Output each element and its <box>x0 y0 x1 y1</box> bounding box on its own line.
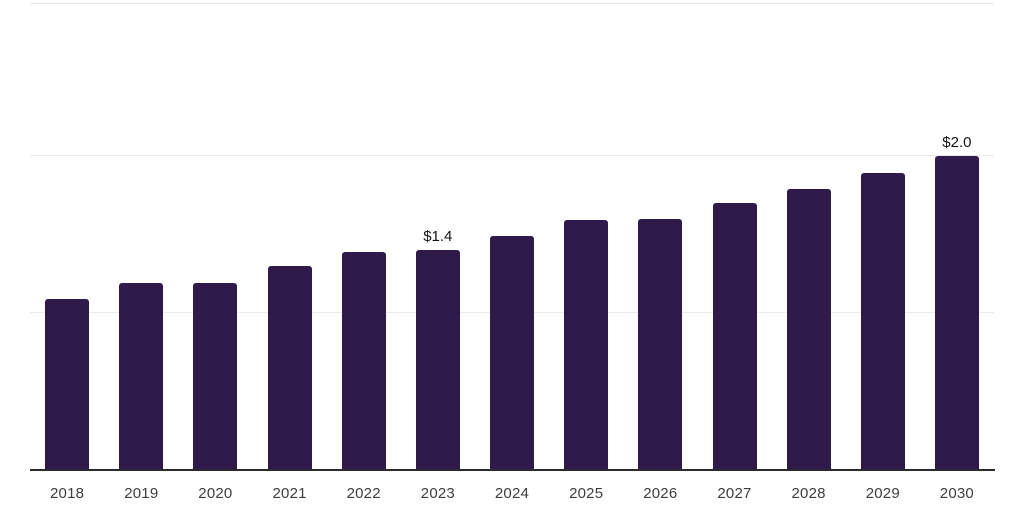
x-tick-label: 2028 <box>791 485 826 502</box>
x-tick-label: 2018 <box>50 485 85 502</box>
bar <box>564 220 609 469</box>
bar <box>860 173 905 469</box>
x-axis-line <box>30 469 995 471</box>
x-tick-label: 2030 <box>939 485 974 502</box>
bar <box>193 283 238 469</box>
bar <box>119 283 164 469</box>
x-tick-label: 2027 <box>717 485 752 502</box>
bar <box>712 203 757 469</box>
bar <box>341 251 386 469</box>
bar <box>638 218 683 469</box>
x-tick-label: 2021 <box>272 485 307 502</box>
x-tick-label: 2029 <box>865 485 900 502</box>
x-tick-label: 2019 <box>124 485 159 502</box>
x-tick-label: 2023 <box>420 485 455 502</box>
value-label: $1.4 <box>423 228 453 246</box>
bar <box>786 189 831 469</box>
x-tick-label: 2026 <box>643 485 678 502</box>
bar <box>415 250 460 469</box>
bar <box>45 298 90 469</box>
bar <box>267 265 312 469</box>
bar <box>934 156 979 469</box>
chart-top-border <box>30 3 994 4</box>
value-label: $2.0 <box>942 134 972 151</box>
x-tick-label: 2025 <box>569 485 604 502</box>
x-tick-label: 2022 <box>346 485 381 502</box>
bar <box>490 236 534 469</box>
x-tick-label: 2024 <box>494 485 530 502</box>
x-tick-label: 2020 <box>198 485 233 502</box>
gridline <box>30 155 994 156</box>
